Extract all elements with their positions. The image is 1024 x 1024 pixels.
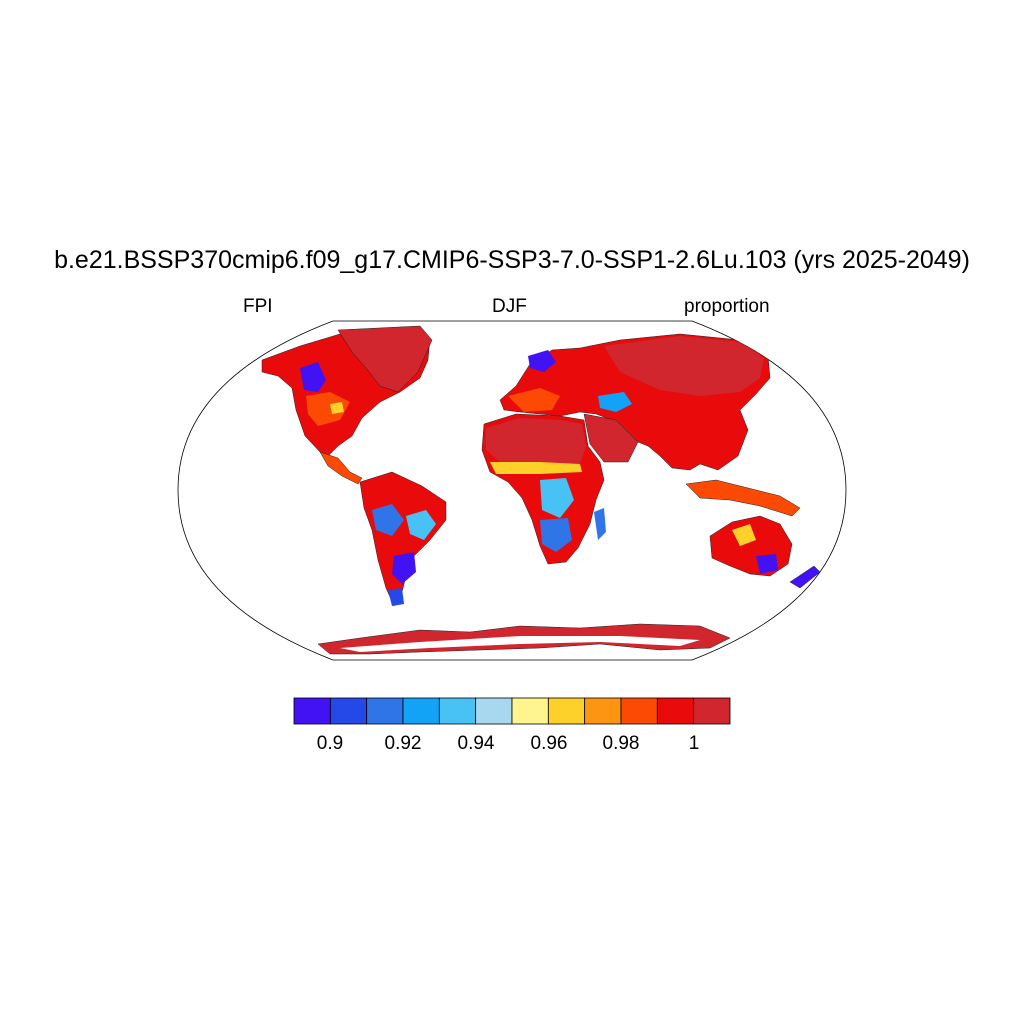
units-label: proportion: [684, 296, 770, 317]
sahel-yellow: [490, 462, 582, 474]
north-america-yellow: [330, 402, 344, 414]
southern-africa-blue: [540, 518, 572, 552]
europe-orange: [508, 388, 560, 412]
colorbar-box: [620, 697, 658, 725]
colorbar-box: [547, 697, 586, 725]
variable-label: FPI: [243, 296, 273, 317]
colorbar-box: [366, 697, 404, 725]
sahara-dark: [486, 418, 586, 464]
siberia-dark: [604, 336, 764, 396]
colorbar-box: [402, 697, 440, 725]
colorbar-tick-label: 0.98: [602, 733, 640, 754]
south-america-blue: [372, 504, 404, 536]
central-africa-blue: [540, 478, 574, 518]
south-america-lightblue: [406, 510, 436, 540]
north-america-west-blue: [300, 362, 326, 392]
greenland: [337, 325, 433, 393]
colorbar-box: [584, 697, 622, 725]
australia-blue: [756, 554, 778, 574]
landmass-arabia: [583, 413, 639, 463]
colorbar-box: [693, 697, 731, 725]
colorbar-tick-label: 0.96: [530, 733, 568, 754]
south-america-tip-blue: [388, 588, 404, 606]
season-label: DJF: [492, 296, 527, 317]
north-america-orange: [306, 392, 350, 426]
colorbar-box: [329, 697, 368, 725]
colorbar-box: [511, 697, 549, 725]
colorbar-box: [656, 697, 695, 725]
map-title: b.e21.BSSP370cmip6.f09_g17.CMIP6-SSP3-7.…: [54, 246, 970, 274]
south-america-south-blue: [392, 552, 416, 584]
landmass-se-asia: [685, 479, 801, 517]
colorbar-tick-label: 0.92: [384, 733, 422, 754]
central-asia-blue: [598, 392, 632, 412]
scandinavia-blue: [528, 350, 556, 372]
colorbar-tick-label: 0.94: [457, 733, 495, 754]
landmass-central-america: [319, 451, 363, 485]
colorbar-box: [438, 697, 477, 725]
australia-orange: [732, 524, 756, 546]
colorbar-tick-label: 0.9: [316, 733, 344, 754]
madagascar: [594, 508, 606, 540]
antarctica-white: [340, 636, 700, 652]
colorbar-box: [475, 697, 513, 725]
colorbar: [293, 697, 731, 725]
colorbar-box: [293, 697, 331, 725]
colorbar-tick-label: 1: [688, 733, 700, 754]
